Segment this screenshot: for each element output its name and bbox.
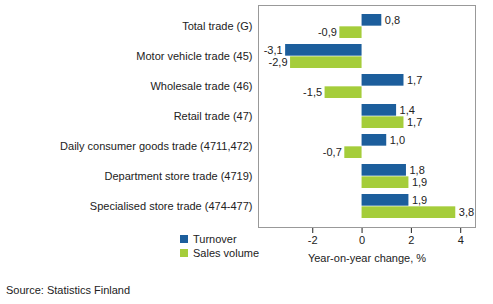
svg-text:Year-on-year change, %: Year-on-year change, % xyxy=(308,252,426,264)
svg-text:-2: -2 xyxy=(308,234,318,246)
svg-text:Daily consumer goods trade (47: Daily consumer goods trade (4711,472) xyxy=(60,140,252,152)
svg-text:-1,5: -1,5 xyxy=(303,86,322,98)
svg-text:Department store trade (4719): Department store trade (4719) xyxy=(105,170,253,182)
svg-text:1,9: 1,9 xyxy=(412,176,427,188)
svg-text:-0,7: -0,7 xyxy=(323,146,342,158)
svg-text:1,9: 1,9 xyxy=(412,194,427,206)
svg-text:1,8: 1,8 xyxy=(409,164,424,176)
svg-text:1,7: 1,7 xyxy=(407,74,422,86)
svg-text:-3,1: -3,1 xyxy=(264,44,283,56)
svg-text:0,8: 0,8 xyxy=(385,14,400,26)
svg-text:3,8: 3,8 xyxy=(459,206,474,218)
svg-text:1,4: 1,4 xyxy=(400,104,415,116)
svg-text:Total trade (G): Total trade (G) xyxy=(182,20,252,32)
svg-text:Retail trade (47): Retail trade (47) xyxy=(174,110,253,122)
svg-text:2: 2 xyxy=(408,234,414,246)
svg-text:1,0: 1,0 xyxy=(390,134,405,146)
svg-text:0: 0 xyxy=(359,234,365,246)
svg-text:1,7: 1,7 xyxy=(407,116,422,128)
svg-text:Specialised store trade (474-4: Specialised store trade (474-477) xyxy=(90,200,253,212)
html-text:Source: Statistics Finland: Source: Statistics Finland xyxy=(6,284,131,296)
svg-text:Wholesale trade (46): Wholesale trade (46) xyxy=(150,80,252,92)
svg-text:4: 4 xyxy=(458,234,464,246)
svg-text:Motor vehicle trade (45): Motor vehicle trade (45) xyxy=(136,50,252,62)
svg-text:-0,9: -0,9 xyxy=(318,26,337,38)
html-text:Sales volume: Sales volume xyxy=(193,247,259,259)
svg-text:-2,9: -2,9 xyxy=(269,56,288,68)
html-text:Turnover: Turnover xyxy=(193,233,237,245)
